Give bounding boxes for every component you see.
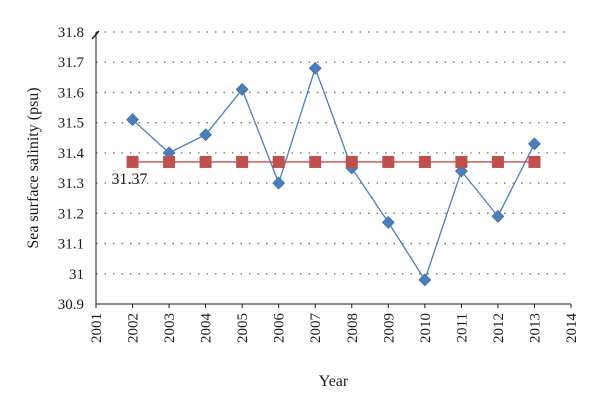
square-point [345, 155, 358, 168]
x-tick-label: 2005 [235, 313, 251, 343]
square-point [418, 155, 431, 168]
square-point [126, 155, 139, 168]
square-point [455, 155, 468, 168]
y-tick-label: 31.5 [58, 116, 84, 132]
y-axis-title: Sea surface salinity (psu) [25, 87, 42, 248]
x-tick-label: 2006 [272, 313, 288, 344]
square-point [236, 155, 249, 168]
x-tick-label: 2008 [345, 313, 361, 343]
x-tick-label: 2002 [126, 313, 142, 343]
x-tick-label: 2007 [308, 313, 324, 344]
square-point [163, 155, 176, 168]
x-tick-label: 2001 [89, 313, 105, 343]
diamond-point [454, 164, 468, 178]
diamond-point [272, 176, 286, 190]
y-tick-label: 31.4 [58, 146, 85, 162]
y-tick-label: 31.1 [58, 237, 84, 253]
x-tick-label: 2009 [381, 313, 397, 343]
series-line [132, 66, 536, 282]
diamond-point [199, 128, 213, 142]
square-point [382, 155, 395, 168]
square-point [309, 155, 322, 168]
y-tick-label: 30.9 [58, 297, 84, 313]
x-tick-label: 2003 [162, 313, 178, 343]
y-tick-label: 31.8 [58, 25, 84, 41]
y-tick-label: 31.2 [58, 206, 84, 222]
x-tick-label: 2014 [564, 313, 580, 344]
annotations: 31.37 [112, 171, 148, 188]
diamond-point [528, 137, 541, 151]
square-point [199, 155, 212, 168]
x-tick-label: 2013 [527, 313, 543, 343]
x-tick-label: 2012 [491, 313, 507, 343]
y-tick-label: 31.6 [58, 85, 85, 101]
y-tick-label: 31.3 [58, 176, 84, 192]
square-point [272, 155, 285, 168]
tick-labels: 30.9 31 31.1 31.2 31.3 31.4 31.5 31.6 31.7 31.8 20… [58, 25, 580, 343]
y-tick-label: 31 [69, 267, 84, 283]
diamond-point [418, 273, 432, 287]
axes [91, 30, 572, 308]
diamond-point [381, 215, 395, 229]
x-tick-label: 2004 [199, 313, 215, 344]
axis-break-mark [91, 30, 100, 40]
square-point [491, 155, 504, 168]
x-tick-label: 2011 [454, 313, 470, 342]
diamond-point [235, 82, 249, 96]
series-layer [126, 61, 541, 287]
diamond-point [491, 209, 505, 223]
x-axis-title: Year [319, 373, 349, 390]
y-tick-label: 31.7 [58, 55, 85, 71]
x-tick-label: 2010 [418, 313, 434, 343]
square-point [528, 155, 541, 168]
diamond-point [126, 113, 139, 127]
data-label: 31.37 [112, 171, 148, 188]
diamond-point [308, 61, 322, 75]
